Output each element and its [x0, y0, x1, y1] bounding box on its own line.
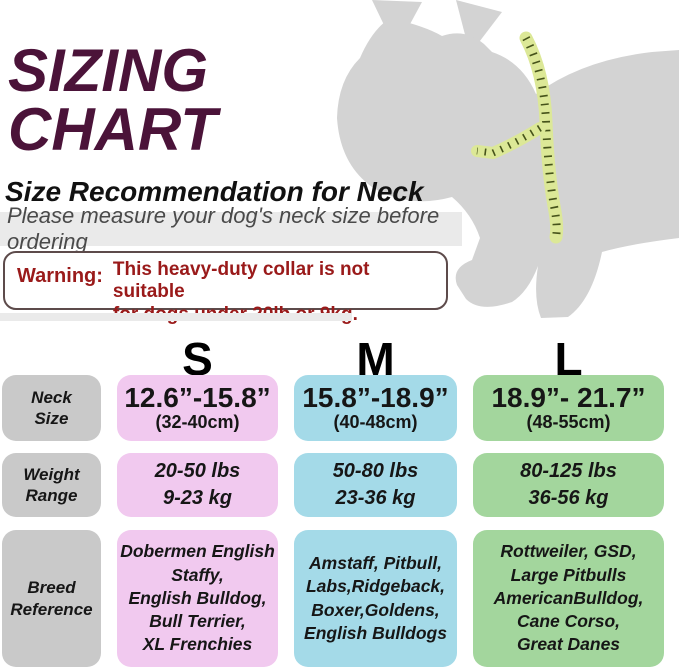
cell-breed-reference-s: Dobermen English Staffy, English Bulldog… — [117, 530, 278, 667]
size-header-row: S M L — [0, 332, 679, 385]
row-label-breed-reference: Breed Reference — [2, 530, 101, 667]
cell-neck-size-s: 12.6”-15.8” (32-40cm) — [117, 375, 278, 441]
title-line-2: CHART — [8, 95, 217, 163]
cell-weight-range-m: 50-80 lbs 23-36 kg — [294, 453, 457, 517]
divider-band — [0, 313, 352, 321]
neck-size-l-cm: (48-55cm) — [526, 411, 611, 432]
measure-note-band: Please measure your dog's neck size befo… — [0, 203, 462, 254]
warning-box: Warning: This heavy-duty collar is not s… — [3, 251, 448, 325]
measuring-tape — [471, 31, 564, 244]
dog-measuring-graphic — [330, 0, 679, 330]
neck-size-l-inches: 18.9”- 21.7” — [491, 381, 646, 413]
cell-neck-size-m: 15.8”-18.9” (40-48cm) — [294, 375, 457, 441]
cell-neck-size-l: 18.9”- 21.7” (48-55cm) — [473, 375, 664, 441]
dog-body — [337, 18, 679, 318]
subtitle: Size Recommendation for Neck — [5, 176, 424, 207]
warning-label: Warning: — [17, 265, 103, 287]
cell-weight-range-s: 20-50 lbs 9-23 kg — [117, 453, 278, 517]
weight-range-row: Weight Range 20-50 lbs 9-23 kg 50-80 lbs… — [0, 453, 679, 517]
breed-reference-row: Breed Reference Dobermen English Staffy,… — [0, 530, 679, 667]
neck-size-m-cm: (40-48cm) — [333, 411, 418, 432]
dog-silhouette — [337, 0, 679, 318]
cell-weight-range-l: 80-125 lbs 36-56 kg — [473, 453, 664, 517]
measure-note: Please measure your dog's neck size befo… — [7, 203, 440, 254]
neck-size-m-inches: 15.8”-18.9” — [302, 381, 449, 413]
row-label-neck-size: Neck Size — [2, 375, 101, 441]
row-label-weight-range: Weight Range — [2, 453, 101, 517]
title-line-1: SIZING — [8, 37, 209, 104]
neck-size-s-inches: 12.6”-15.8” — [124, 381, 271, 413]
cell-breed-reference-l: Rottweiler, GSD, Large Pitbulls American… — [473, 530, 664, 667]
neck-size-row: Neck Size 12.6”-15.8” (32-40cm) 15.8”-18… — [0, 375, 679, 441]
neck-size-s-cm: (32-40cm) — [155, 411, 240, 432]
page-title: SIZING CHART — [8, 37, 217, 163]
cell-breed-reference-m: Amstaff, Pitbull, Labs,Ridgeback, Boxer,… — [294, 530, 457, 667]
